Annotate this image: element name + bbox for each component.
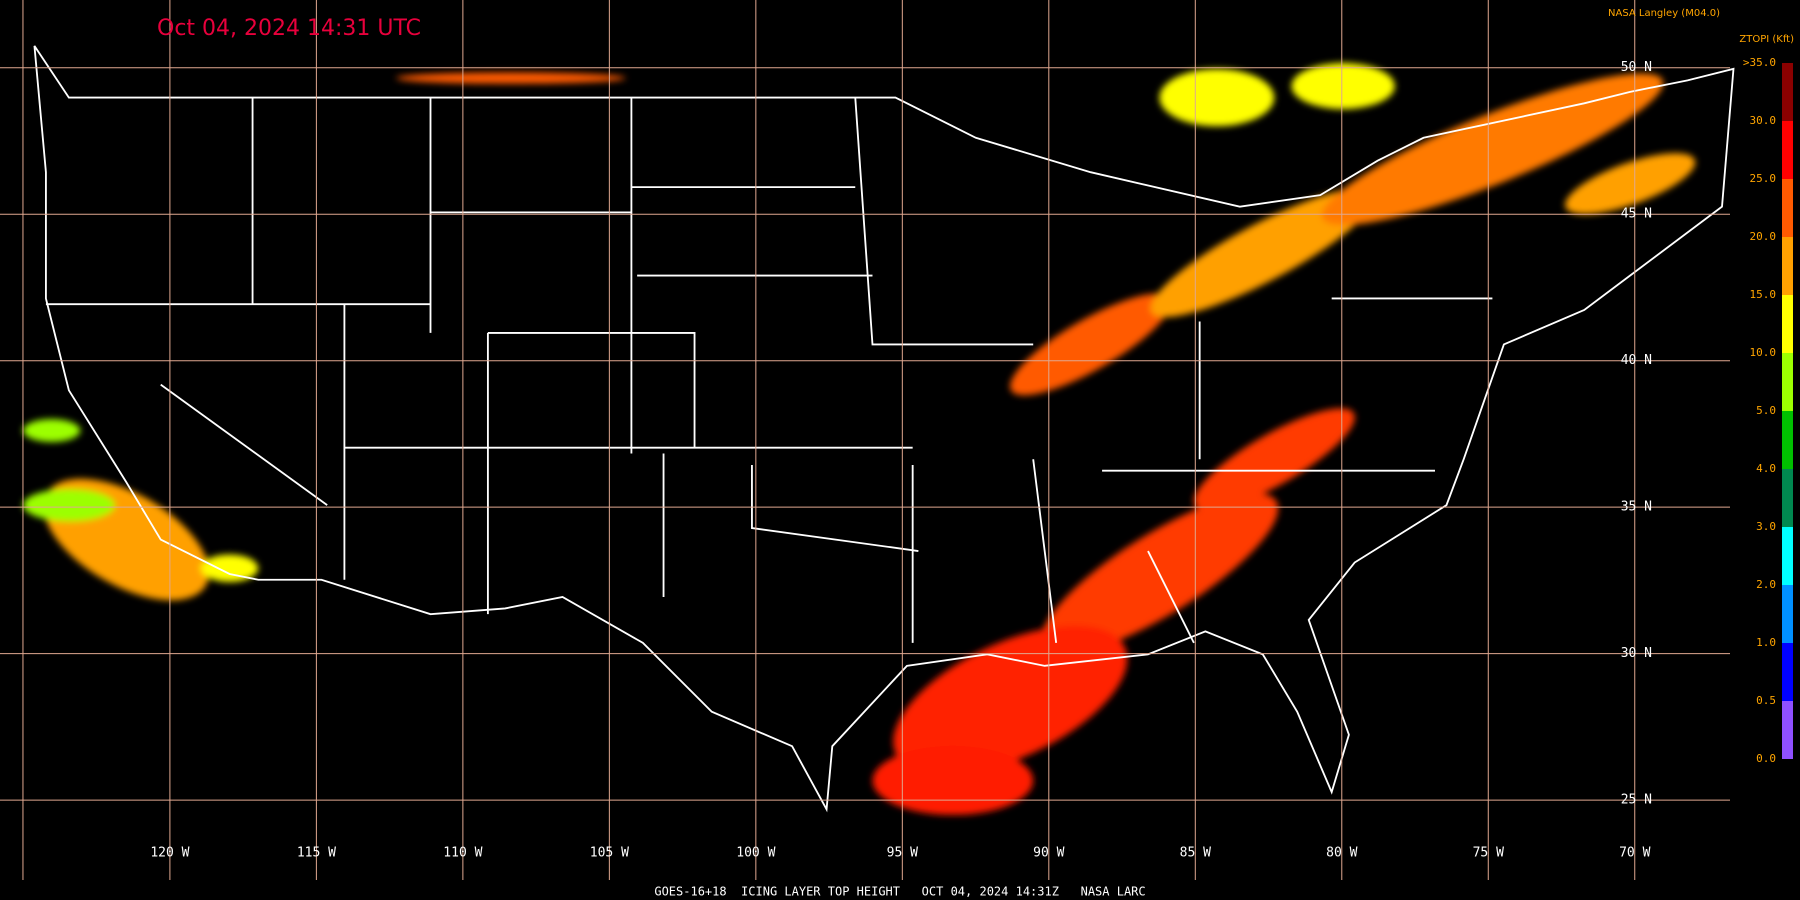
colorbar-label: 15.0 <box>1750 288 1777 301</box>
longitude-label: 90 W <box>1033 846 1064 861</box>
colorbar-segment <box>1782 63 1793 121</box>
longitude-label: 85 W <box>1180 846 1211 861</box>
graticule <box>0 0 1730 880</box>
colorbar-label: 10.0 <box>1750 346 1777 359</box>
colorbar-segment <box>1782 527 1793 585</box>
colorbar-label: 2.0 <box>1756 578 1776 591</box>
colorbar-label: 0.0 <box>1756 752 1776 765</box>
colorbar-segment <box>1782 411 1793 469</box>
latitude-label: 35 N <box>1621 500 1652 515</box>
latitude-label: 40 N <box>1621 353 1652 368</box>
colorbar-label: 25.0 <box>1750 172 1777 185</box>
colorbar-segment <box>1782 643 1793 701</box>
latitude-label: 25 N <box>1621 793 1652 808</box>
colorbar-label: 1.0 <box>1756 636 1776 649</box>
colorbar-label: 30.0 <box>1750 114 1777 127</box>
colorbar-label: 0.5 <box>1756 694 1776 707</box>
longitude-label: 105 W <box>590 846 629 861</box>
colorbar-segment <box>1782 353 1793 411</box>
colorbar-segment <box>1782 295 1793 353</box>
colorbar-segment <box>1782 585 1793 643</box>
boundaries <box>33 45 1735 813</box>
colorbar-label: 20.0 <box>1750 230 1777 243</box>
colorbar-label: 3.0 <box>1756 520 1776 533</box>
longitude-label: 110 W <box>443 846 482 861</box>
longitude-label: 75 W <box>1473 846 1504 861</box>
longitude-label: 120 W <box>150 846 189 861</box>
longitude-label: 100 W <box>736 846 775 861</box>
credit: NASA Langley (M04.0) <box>1608 8 1720 19</box>
colorbar-label: >35.0 <box>1743 56 1776 69</box>
colorbar-segment <box>1782 179 1793 237</box>
longitude-label: 80 W <box>1326 846 1357 861</box>
colorbar-label: 5.0 <box>1756 404 1776 417</box>
timestamp: Oct 04, 2024 14:31 UTC <box>157 16 421 41</box>
footer: GOES-16+18 ICING LAYER TOP HEIGHT OCT 04… <box>654 885 1145 899</box>
colorbar-segment <box>1782 469 1793 527</box>
colorbar-segment <box>1782 701 1793 759</box>
legend-title: ZTOPI (Kft) <box>1739 34 1794 45</box>
longitude-label: 95 W <box>887 846 918 861</box>
colorbar-label: 4.0 <box>1756 462 1776 475</box>
latitude-label: 45 N <box>1621 207 1652 222</box>
latitude-label: 30 N <box>1621 646 1652 661</box>
colorbar-segment <box>1782 121 1793 179</box>
longitude-label: 115 W <box>297 846 336 861</box>
latitude-label: 50 N <box>1621 60 1652 75</box>
longitude-label: 70 W <box>1619 846 1650 861</box>
colorbar-segment <box>1782 237 1793 295</box>
